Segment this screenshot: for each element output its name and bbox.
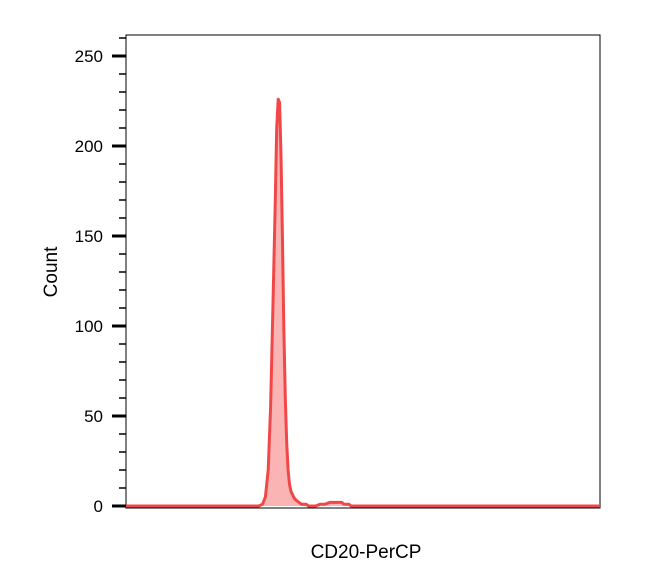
y-tick-label: 150 bbox=[75, 227, 103, 246]
series-layer bbox=[126, 97, 600, 508]
plot-frame bbox=[125, 34, 601, 509]
histogram-line bbox=[126, 97, 600, 508]
x-axis-title: CD20-PerCP bbox=[311, 542, 422, 563]
histogram-area bbox=[126, 99, 600, 506]
y-axis: 0 50 100 150 200 250 bbox=[75, 37, 126, 516]
y-tick-label: 250 bbox=[75, 47, 103, 66]
y-tick-label: 100 bbox=[75, 317, 103, 336]
y-axis-title: Count bbox=[41, 246, 62, 297]
y-tick-label: 0 bbox=[94, 497, 103, 516]
y-tick-label: 200 bbox=[75, 137, 103, 156]
y-tick-label: 50 bbox=[84, 407, 103, 426]
